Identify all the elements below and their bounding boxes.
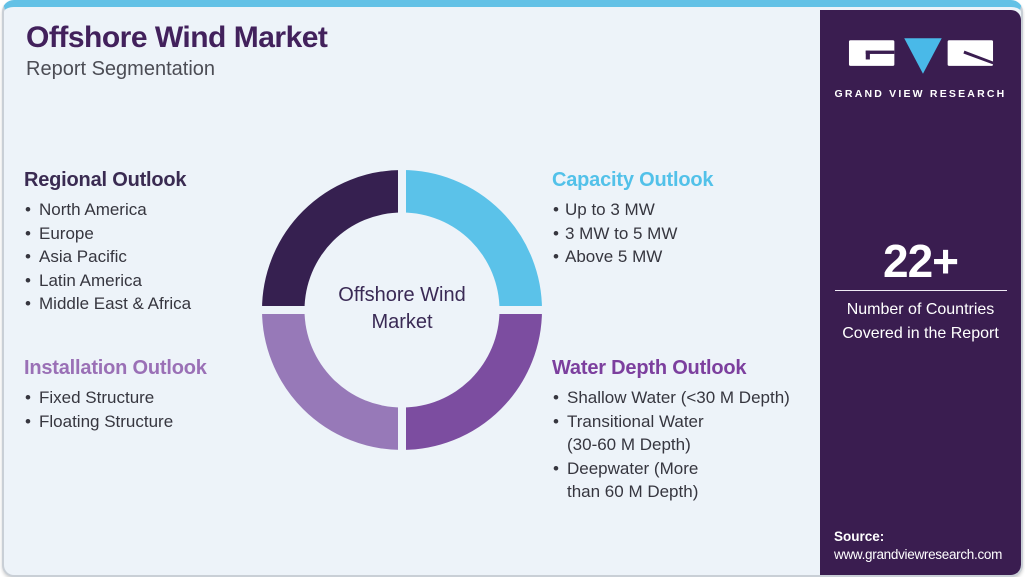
- donut-center-label-line1: Offshore Wind: [338, 284, 466, 306]
- donut-hole: [304, 212, 500, 408]
- list-item: Deepwater (More than 60 M Depth): [552, 457, 824, 504]
- donut-gap-bottom: [398, 405, 406, 453]
- list-item: Asia Pacific: [24, 245, 274, 269]
- donut-segment-capacity: [401, 170, 542, 311]
- donut-gap-left: [259, 306, 307, 314]
- donut-gap-right: [497, 306, 545, 314]
- donut-chart-svg: [259, 167, 545, 453]
- countries-stat: 22+ Number of Countries Covered in the R…: [820, 235, 1021, 346]
- source-label: Source:: [834, 529, 885, 544]
- section-regional-outlook: Regional Outlook North America Europe As…: [24, 169, 274, 316]
- list-item: Up to 3 MW: [552, 198, 824, 222]
- page-title: Offshore Wind Market: [26, 21, 328, 54]
- water-depth-outlook-heading: Water Depth Outlook: [552, 357, 747, 379]
- stats-sidebar: GRAND VIEW RESEARCH 22+ Number of Countr…: [820, 10, 1021, 575]
- stat-caption: Number of Countries Covered in the Repor…: [842, 301, 999, 342]
- brand-logo: GRAND VIEW RESEARCH: [820, 34, 1021, 100]
- donut-center-label-line2: Market: [371, 311, 433, 333]
- capacity-outlook-list: Up to 3 MW 3 MW to 5 MW Above 5 MW: [552, 198, 824, 269]
- page-subtitle: Report Segmentation: [26, 58, 216, 80]
- source-url: www.grandviewresearch.com: [834, 547, 1003, 562]
- section-capacity-outlook: Capacity Outlook Up to 3 MW 3 MW to 5 MW…: [552, 169, 824, 269]
- brand-wordmark: GRAND VIEW RESEARCH: [834, 88, 1007, 100]
- list-item: Fixed Structure: [24, 386, 274, 410]
- gvr-logo-icon: [848, 38, 993, 74]
- list-item: 3 MW to 5 MW: [552, 222, 824, 246]
- source-block: Source: www.grandviewresearch.com: [834, 529, 1002, 562]
- list-item: North America: [24, 198, 274, 222]
- donut-segment-water-depth: [401, 309, 542, 450]
- donut-segment-regional: [262, 170, 403, 311]
- list-item: Latin America: [24, 269, 274, 293]
- list-item: Shallow Water (<30 M Depth): [552, 386, 824, 410]
- list-item: Above 5 MW: [552, 245, 824, 269]
- donut-segmentation-diagram: Offshore Wind Market: [257, 165, 547, 455]
- donut-gap-top: [398, 167, 406, 215]
- section-water-depth-outlook: Water Depth Outlook Shallow Water (<30 M…: [552, 357, 824, 504]
- regional-outlook-heading: Regional Outlook: [24, 169, 187, 191]
- list-item: Transitional Water (30-60 M Depth): [552, 410, 824, 457]
- donut-center-label: Offshore Wind Market: [257, 282, 547, 336]
- header: Offshore Wind Market Report Segmentation: [26, 21, 328, 81]
- water-depth-outlook-list: Shallow Water (<30 M Depth) Transitional…: [552, 386, 824, 504]
- regional-outlook-list: North America Europe Asia Pacific Latin …: [24, 198, 274, 316]
- stat-value: 22+: [882, 235, 959, 287]
- donut-segment-installation: [262, 309, 403, 450]
- list-item: Europe: [24, 222, 274, 246]
- list-item: Middle East & Africa: [24, 292, 274, 316]
- installation-outlook-heading: Installation Outlook: [24, 357, 207, 379]
- capacity-outlook-heading: Capacity Outlook: [552, 169, 714, 191]
- list-item: Floating Structure: [24, 410, 274, 434]
- stat-divider: [834, 290, 1007, 291]
- section-installation-outlook: Installation Outlook Fixed Structure Flo…: [24, 357, 274, 433]
- installation-outlook-list: Fixed Structure Floating Structure: [24, 386, 274, 433]
